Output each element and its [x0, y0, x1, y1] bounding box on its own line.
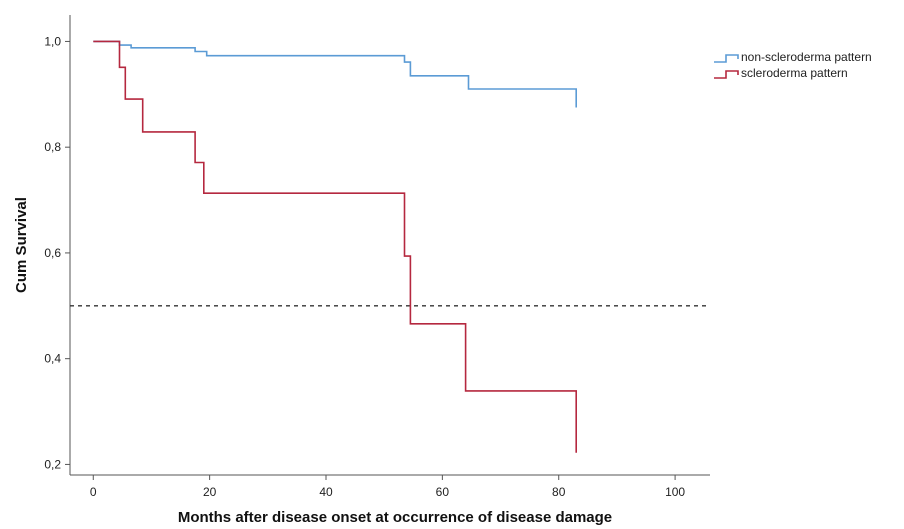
y-tick-label: 0,8: [44, 140, 61, 154]
legend-label: scleroderma pattern: [741, 66, 848, 80]
x-tick-label: 100: [665, 485, 685, 499]
x-tick-label: 0: [90, 485, 97, 499]
y-ticks: 0,2 0,4 0,6 0,8 1,0: [44, 34, 70, 471]
y-tick-label: 0,4: [44, 352, 61, 366]
x-ticks: 0 20 40 60 80 100: [90, 475, 685, 499]
x-tick-label: 80: [552, 485, 566, 499]
series-line-scleroderma: [93, 40, 578, 453]
y-tick-label: 0,2: [44, 457, 61, 471]
survival-curves: [93, 40, 578, 453]
legend-label: non-scleroderma pattern: [741, 50, 872, 64]
y-tick-label: 1,0: [44, 34, 61, 48]
x-tick-label: 40: [319, 485, 333, 499]
x-tick-label: 20: [203, 485, 217, 499]
y-tick-label: 0,6: [44, 246, 61, 260]
legend: non-scleroderma pattern scleroderma patte…: [714, 50, 872, 80]
axes: [69, 15, 710, 476]
x-tick-label: 60: [436, 485, 450, 499]
y-axis-label: Cum Survival: [13, 197, 30, 293]
x-axis-label: Months after disease onset at occurrence…: [178, 509, 612, 526]
series-line-non-scleroderma: [93, 40, 578, 108]
legend-swatch: [714, 70, 739, 79]
legend-swatch: [714, 54, 739, 63]
